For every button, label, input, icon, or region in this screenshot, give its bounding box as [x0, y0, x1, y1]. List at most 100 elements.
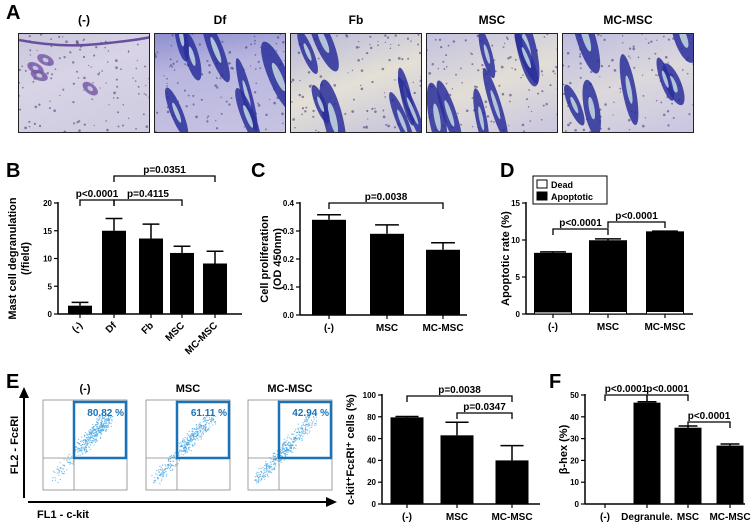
- flow-event-dot: [315, 422, 317, 424]
- flow-event-dot: [208, 419, 210, 421]
- x-tick-label: MC-MSC: [644, 322, 685, 333]
- flow-event-dot: [259, 475, 261, 478]
- flow-event-dot: [211, 411, 214, 413]
- flow-event-dot: [197, 439, 199, 441]
- flow-event-dot: [306, 415, 309, 418]
- bar: [370, 233, 404, 315]
- flow-event-dot: [258, 474, 260, 476]
- arrow-head-icon: [19, 387, 29, 398]
- flow-event-dot: [206, 416, 208, 418]
- flow-event-dot: [295, 431, 298, 434]
- flow-event-dot: [269, 471, 271, 473]
- flow-event-dot: [293, 438, 295, 440]
- significance-bracket: [687, 421, 731, 428]
- flow-event-dot: [187, 434, 189, 436]
- flow-event-dot: [66, 460, 68, 462]
- flow-event-dot: [200, 427, 202, 429]
- flow-event-dot: [170, 460, 172, 463]
- flow-event-dot: [175, 464, 177, 466]
- flow-event-dot: [271, 466, 273, 468]
- flow-event-dot: [290, 451, 292, 453]
- flow-event-dot: [105, 429, 107, 431]
- flow-event-dot: [58, 471, 60, 473]
- flow-event-dot: [102, 421, 104, 423]
- flow-event-dot: [256, 480, 258, 482]
- gate-box: [72, 400, 128, 460]
- flow-event-dot: [267, 465, 269, 467]
- flow-event-dot: [88, 431, 91, 433]
- flow-event-dot: [297, 427, 299, 430]
- flow-event-dot: [263, 469, 265, 471]
- flow-event-dot: [189, 440, 191, 442]
- flow-event-dot: [306, 420, 309, 422]
- flow-event-dot: [254, 476, 256, 478]
- flow-event-dot: [208, 429, 210, 431]
- flow-event-dot: [308, 432, 310, 434]
- flow-event-dot: [95, 438, 98, 440]
- bar-apoptotic: [646, 231, 684, 312]
- y-tick-label: 50: [570, 391, 579, 400]
- flow-event-dot: [93, 444, 95, 446]
- flow-event-dot: [261, 476, 263, 478]
- flow-event-dot: [72, 461, 75, 463]
- flow-event-dot: [188, 435, 191, 438]
- flow-event-dot: [94, 435, 96, 438]
- flow-event-dot: [313, 415, 315, 417]
- flow-event-dot: [211, 417, 213, 419]
- significance-bracket: [113, 199, 183, 206]
- flow-event-dot: [157, 476, 159, 478]
- flow-event-dot: [52, 470, 54, 472]
- flow-event-dot: [98, 425, 100, 427]
- bar: [139, 238, 163, 314]
- flow-event-dot: [198, 424, 200, 426]
- flow-event-dot: [172, 464, 174, 466]
- flow-event-dot: [179, 442, 182, 444]
- flow-event-dot: [100, 429, 102, 431]
- flow-event-dot: [256, 475, 258, 477]
- flow-event-dot: [264, 478, 266, 480]
- flow-event-dot: [104, 415, 106, 417]
- flow-event-dot: [260, 470, 262, 472]
- flow-event-dot: [63, 472, 65, 475]
- flow-event-dot: [70, 458, 72, 460]
- flow-event-dot: [107, 416, 110, 418]
- flow-event-dot: [161, 468, 163, 470]
- flow-event-dot: [292, 448, 295, 450]
- flow-event-dot: [66, 458, 68, 460]
- flow-event-dot: [306, 432, 308, 435]
- flow-event-dot: [285, 441, 287, 443]
- flow-event-dot: [203, 417, 205, 420]
- flow-event-dot: [311, 424, 313, 426]
- flow-event-dot: [111, 418, 113, 421]
- flow-event-dot: [284, 450, 286, 453]
- y-tick-label: 80: [367, 413, 376, 422]
- flow-event-dot: [183, 440, 185, 442]
- flow-event-dot: [77, 442, 79, 444]
- p-value-label: p<0.0001: [688, 411, 731, 422]
- flow-event-dot: [59, 470, 61, 472]
- flow-event-dot: [274, 457, 276, 459]
- flow-event-dot: [92, 429, 94, 431]
- flow-event-dot: [292, 444, 294, 446]
- flow-event-dot: [215, 415, 217, 417]
- flow-event-dot: [101, 416, 103, 419]
- flow-event-dot: [204, 418, 206, 420]
- y-tick-label: 15: [43, 227, 52, 236]
- histology-image: [426, 33, 558, 133]
- flow-event-dot: [178, 454, 180, 456]
- flow-event-dot: [82, 446, 84, 448]
- flow-event-dot: [214, 421, 216, 423]
- flow-event-dot: [309, 416, 311, 418]
- flow-event-dot: [256, 474, 258, 476]
- y-tick-label: 10: [43, 255, 52, 264]
- flow-event-dot: [62, 468, 65, 470]
- flow-event-dot: [294, 436, 296, 439]
- flow-event-dot: [88, 433, 90, 435]
- flow-event-dot: [173, 456, 176, 458]
- flow-event-dot: [185, 450, 187, 452]
- flow-event-dot: [294, 439, 296, 442]
- flow-event-dot: [298, 439, 301, 441]
- flow-event-dot: [196, 427, 198, 429]
- flow-event-dot: [305, 426, 307, 428]
